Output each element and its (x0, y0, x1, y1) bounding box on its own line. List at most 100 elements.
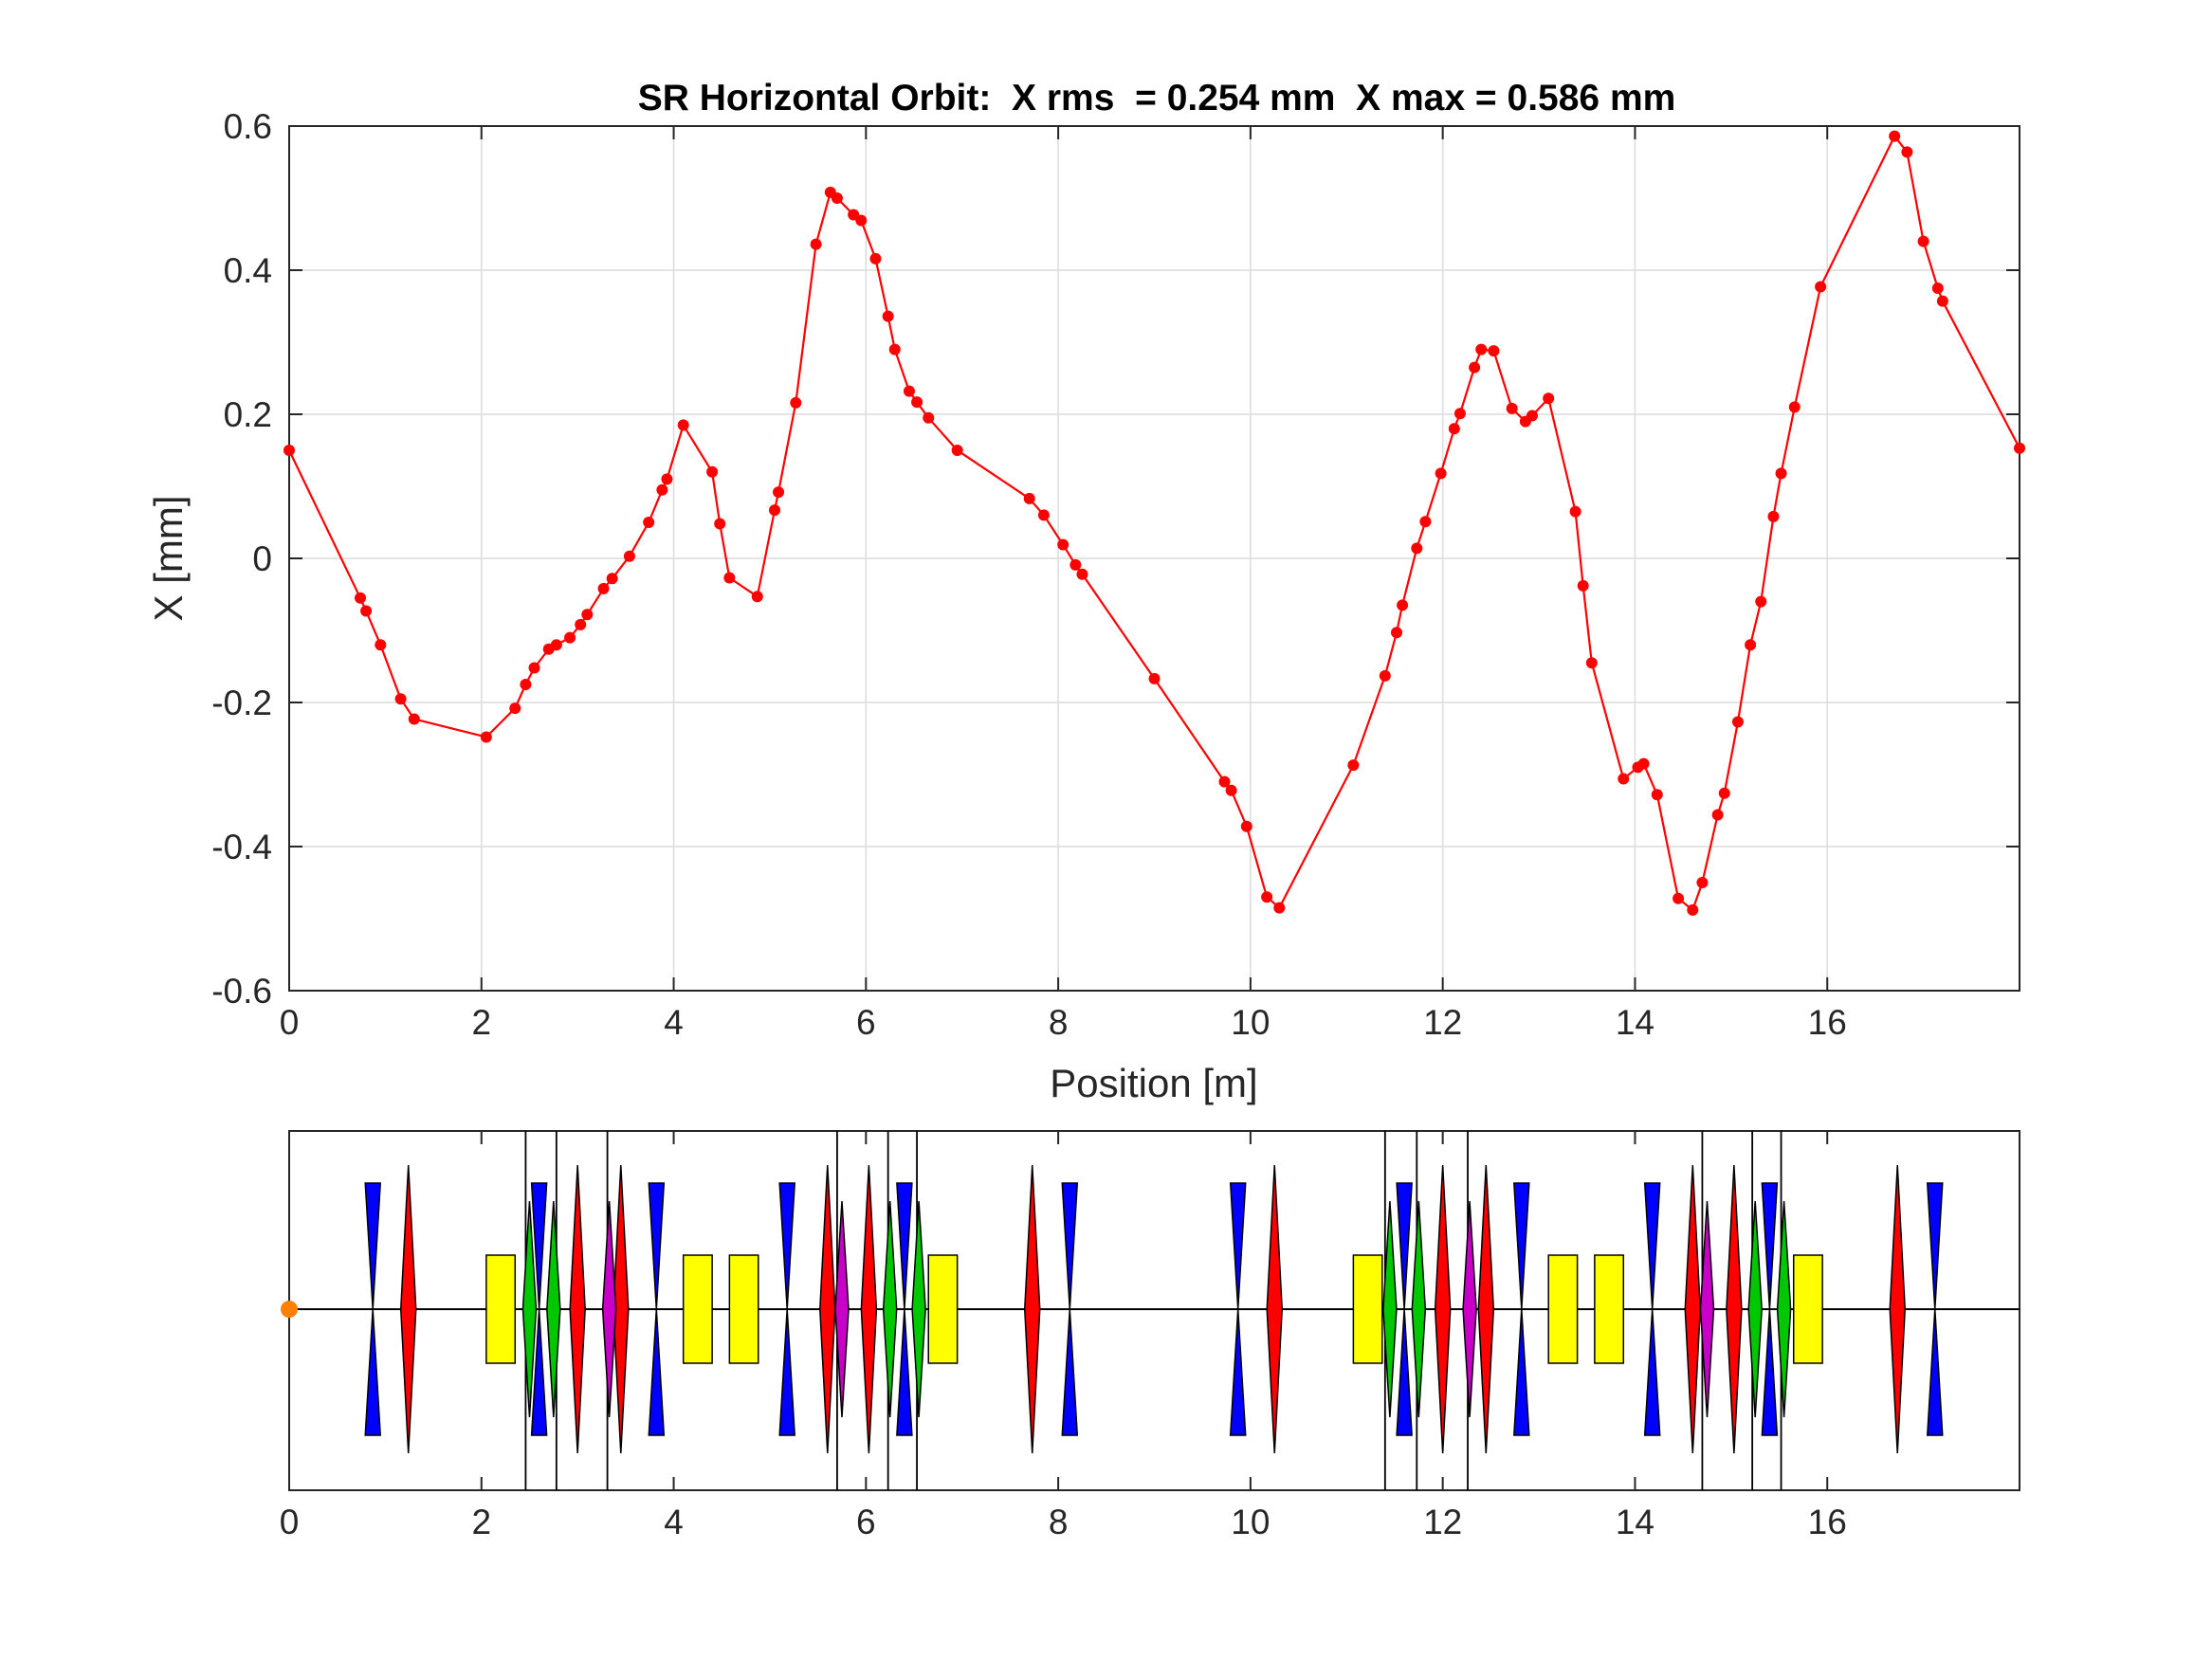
orbit-point (1767, 510, 1780, 522)
orbit-point (1469, 361, 1481, 374)
orbit-point (831, 192, 843, 204)
orbit-point (1240, 820, 1252, 832)
orbit-point (888, 343, 901, 356)
focusing-quadrupole (1266, 1164, 1283, 1454)
orbit-point (623, 550, 635, 562)
orbit-point (1419, 516, 1432, 528)
orbit-point (1453, 408, 1466, 420)
sextupole-green (1382, 1200, 1398, 1418)
orbit-point (1448, 423, 1460, 435)
orbit-point (1069, 558, 1082, 571)
sextupole-green (1776, 1200, 1792, 1418)
defocusing-quadrupole (1061, 1182, 1079, 1436)
lattice-plot: 0 2 4 6 8 10 12 14 16 (280, 1130, 2020, 1541)
focusing-quadrupole (1726, 1164, 1743, 1454)
orbit-point (1273, 902, 1286, 914)
x-tick-label: 6 (856, 1003, 876, 1042)
orbit-point (911, 396, 923, 409)
orbit-point (1755, 595, 1767, 608)
orbit-point (1931, 283, 1944, 294)
orbit-point (606, 573, 618, 585)
dipole-magnet (485, 1254, 517, 1364)
defocusing-quadrupole (1761, 1182, 1779, 1436)
focusing-quadrupole (569, 1164, 586, 1454)
dipole-magnet (1547, 1254, 1579, 1364)
orbit-point (1901, 146, 1913, 158)
sextupole-green (911, 1200, 926, 1418)
orbit-point (677, 419, 689, 431)
lattice-x-tick-label: 6 (856, 1503, 876, 1541)
orbit-point (360, 605, 373, 617)
orbit-point (520, 679, 532, 690)
orbit-point (1775, 467, 1787, 480)
focusing-quadrupole (399, 1164, 417, 1454)
x-tick-label: 10 (1231, 1003, 1270, 1042)
defocusing-quadrupole (1926, 1182, 1944, 1436)
orbit-point (1577, 579, 1589, 592)
orbit-point (2014, 442, 2025, 454)
orbit-point (1696, 877, 1709, 888)
lattice-x-tick-label: 8 (1049, 1503, 1069, 1541)
orbit-point (1411, 542, 1423, 555)
sextupole-green (1411, 1200, 1427, 1418)
y-tick-label: 0.6 (224, 107, 272, 146)
orbit-series (283, 130, 2025, 916)
x-tick-label: 12 (1423, 1003, 1462, 1042)
dipole-magnet (1792, 1254, 1823, 1364)
defocusing-quadrupole (896, 1182, 913, 1436)
sextupole-magenta (1699, 1200, 1715, 1418)
orbit-point (1637, 757, 1650, 770)
orbit-point (597, 582, 610, 594)
orbit-point (1917, 235, 1929, 247)
orbit-point (1526, 410, 1538, 422)
orbit-point (1057, 538, 1069, 551)
orbit-point (882, 310, 894, 322)
lattice-elements (364, 1164, 1944, 1454)
y-axis-label: X [mm] (146, 496, 191, 622)
orbit-point (1148, 672, 1161, 684)
x-tick-label: 2 (471, 1003, 491, 1042)
orbit-x-tick-labels: 0 2 4 6 8 10 12 14 16 (280, 1003, 1847, 1042)
orbit-point (1889, 130, 1901, 142)
orbit-point (951, 445, 963, 456)
orbit-point (355, 592, 367, 604)
start-marker (281, 1301, 298, 1318)
orbit-point (751, 591, 763, 603)
orbit-point (1687, 903, 1699, 916)
orbit-point (1585, 657, 1598, 669)
orbit-point (1076, 568, 1088, 580)
orbit-point (1218, 775, 1231, 788)
orbit-point (509, 702, 521, 715)
orbit-ticks (288, 125, 2020, 992)
focusing-quadrupole (1023, 1164, 1041, 1454)
orbit-point (903, 385, 915, 397)
orbit-point (855, 214, 868, 227)
orbit-point (1488, 345, 1500, 357)
orbit-point (1261, 891, 1273, 903)
lattice-x-tick-label: 0 (280, 1503, 300, 1541)
orbit-point (575, 618, 587, 630)
orbit-point (528, 662, 540, 674)
orbit-point (723, 572, 736, 584)
sextupole-green (521, 1200, 538, 1418)
orbit-point (769, 504, 781, 517)
orbit-point (773, 486, 785, 499)
orbit-point (1673, 892, 1685, 904)
orbit-point (564, 631, 576, 644)
orbit-point (1347, 759, 1360, 772)
chart-title: SR Horizontal Orbit: X rms = 0.254 mm X … (638, 78, 1676, 118)
lattice-x-tick-label: 2 (471, 1503, 491, 1541)
defocusing-quadrupole (1229, 1182, 1247, 1436)
orbit-point (1745, 639, 1757, 651)
orbit-point (394, 693, 407, 705)
orbit-point (1037, 509, 1050, 521)
dipole-magnet (1352, 1254, 1383, 1364)
orbit-point (1391, 627, 1402, 639)
lattice-x-tick-label: 12 (1423, 1503, 1462, 1541)
orbit-point (1618, 773, 1630, 785)
dipole-magnet (1594, 1254, 1625, 1364)
orbit-point (1815, 281, 1827, 293)
defocusing-quadrupole (1513, 1182, 1530, 1436)
focusing-quadrupole (612, 1164, 630, 1454)
orbit-point (790, 396, 802, 409)
